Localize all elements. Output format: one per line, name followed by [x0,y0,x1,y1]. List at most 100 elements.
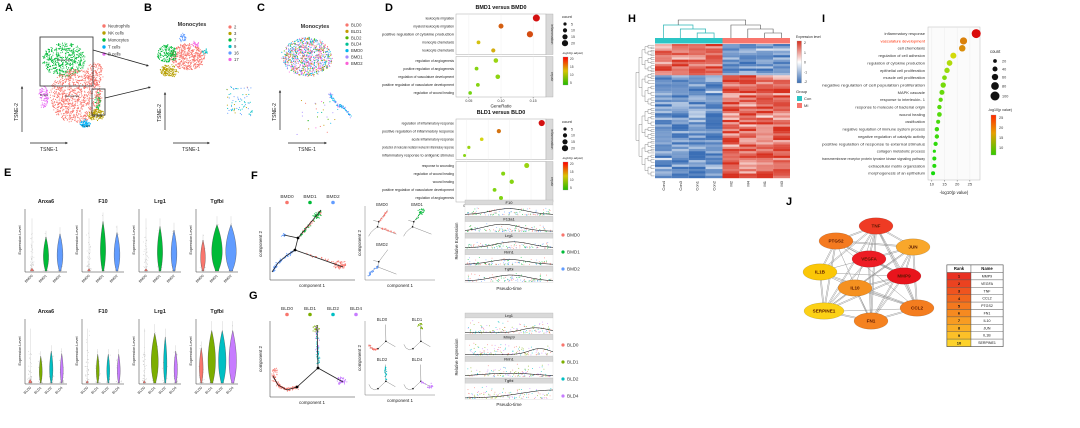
go-term-label: morphogenesis of an epithelium [868,171,925,176]
violin-shape [200,239,206,272]
x-tick-label: BMD1 [152,274,162,284]
pseudotime-gene-title: F10 [506,200,514,205]
legend-label: BLD4 [567,394,579,399]
violin-shape [151,333,159,384]
table-header: Rank [954,266,965,271]
svg-text:5: 5 [570,186,572,190]
go-term-dot [474,66,479,71]
violin-shape [163,336,168,384]
gene-title: Tgfbi [210,199,224,205]
tsne-monocyte-samples-plot: MonocytesTSNE-2TSNE-1BLD0BLD1BLD2BLD4BMD… [272,23,363,154]
go-term-label: leukocyte migration [426,16,455,20]
panel-b-tsne-monocyte-clusters: B Monocytes TSNE-2 TSNE-1 2 3 7 9 16 17 [140,0,260,168]
legend-label: 9 [234,44,237,49]
violin-plot-Anxa6: Anxa6 Expression Level BLD0 BLD1 BLD2 BLD4 [18,309,67,395]
x-axis-label: component 1 [387,398,414,403]
go-term-label: inflammatory response to antigenic stimu… [382,154,454,158]
violin-shape [207,330,216,384]
y-axis-label: Expression Level [189,336,193,365]
legend-swatch [285,312,289,317]
legend-swatch [561,377,565,381]
legend-label: BMD2 [567,267,580,272]
facet-strip [545,13,554,55]
x-axis-label: TSNE-1 [182,147,200,153]
rank-value: 6 [958,311,961,316]
go-term-dot [937,112,942,117]
x-tick: 10 [930,182,935,187]
facet-title: BMD2 [376,242,388,247]
legend-swatch [345,36,349,40]
network-node-CCL2: CCL2 [899,299,935,317]
pseudotime-gene-title: Tgfbi [505,266,514,271]
network-node-IL10: IL10 [837,279,873,297]
go-term-label: regulation of angiogenesis [416,196,455,200]
dotplot-BLD1-versus-BLD0: BLD1 versus BLD0 inflammation regulation o… [382,110,554,214]
y-axis-label: TSNE-2 [14,103,20,121]
network-node-SERPINE1: SERPINE1 [803,302,845,320]
go-term-label: acute inflammatory response [412,137,454,141]
go-term-label: negative regulation of immune system pro… [843,127,925,132]
legend-swatch [228,57,232,62]
svg-text:20: 20 [571,42,575,46]
go-term-label: response to interleukin- 1 [880,97,926,102]
rank-value: 1 [958,274,961,279]
x-tick-label: BLD2 [44,386,53,395]
facet-title: BLD0 [377,317,388,322]
x-tick-label: BMD1 [38,274,48,284]
legend-label: 16 [234,51,239,56]
legend-swatch [345,42,349,46]
legend-swatch [102,45,106,49]
go-term-dot [501,171,506,176]
heatmap-column-label: Con1 [695,180,700,190]
table-header: Name [981,266,993,271]
legend-swatch [561,267,565,271]
rank-value: 10 [957,340,962,345]
legend-swatch [102,31,106,35]
legend-swatch [561,343,565,347]
trajectory-facets: BLD0 BLD1 BLD2 BLD4 component 1 component 2 [357,317,435,403]
go-term-dot [937,104,942,110]
go-term-dot [479,137,484,142]
rank-value: 7 [958,318,961,323]
legend-swatch [331,200,335,205]
go-term-label: inflammatory response [885,31,926,36]
go-term-label: vasculature development [881,38,926,43]
legend-label: BLD2 [351,35,362,40]
svg-text:20: 20 [570,162,574,166]
heatmap-column-label: Con4 [661,180,666,190]
facet-strip-label: inflammation [550,129,554,149]
group-bar-con [655,38,723,44]
plot-title: Monocytes [178,22,207,28]
go-term-dot [946,60,953,66]
y-axis-label: component 2 [357,230,362,257]
violin-shape [157,226,163,272]
legend-swatch [228,51,232,55]
x-tick: 0.10 [498,99,505,103]
x-axis-label: TSNE-1 [298,147,316,153]
heatmap-cells [655,44,790,179]
go-term-dot [958,45,966,52]
legend-swatch [102,38,106,42]
network-node-VEGFA: VEGFA [851,250,887,268]
facet-strip [545,56,554,98]
go-term-label: production of molecular mediator involve… [382,146,454,150]
node-label: SERPINE1 [813,309,836,314]
pseudotime-gene-title: Rnh1 [504,356,514,361]
dotplot-title: BMD1 versus BMD0 [476,5,527,11]
x-axis-label: component 1 [299,400,326,405]
go-term-label: transmembrane receptor protein tyrosine … [822,156,925,161]
x-tick-label: BMD1 [209,274,219,284]
go-term-label: positive regulation of angiogenesis [403,67,454,71]
legend-label: BLD1 [351,29,362,34]
go-term-label: negative regulation of catalytic activit… [858,134,925,139]
svg-text:10: 10 [570,178,574,182]
go-term-dot [493,58,499,63]
go-term-label: positive regulation of response to exter… [822,141,925,146]
node-label: IL1B [815,270,826,275]
go-term-dot [499,195,503,200]
zoom-box-small [91,88,106,116]
panel-e-violin-plots: E Anxa6 Expression Level BMD0 BMD1 BMD2 F10 Ex… [0,165,245,428]
